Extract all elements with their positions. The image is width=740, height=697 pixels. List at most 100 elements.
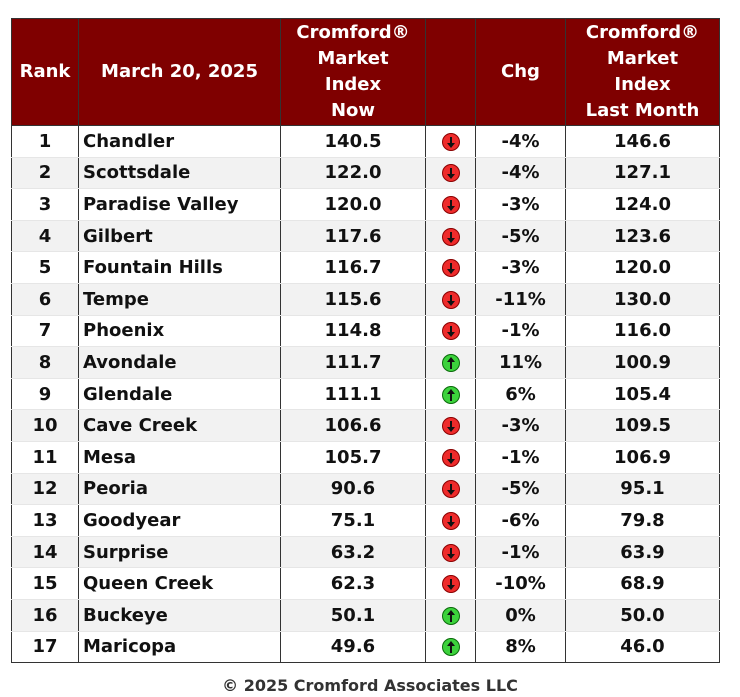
city-cell: Fountain Hills xyxy=(78,251,281,284)
index-now-cell: 63.2 xyxy=(280,536,426,569)
change-cell: -10% xyxy=(475,567,566,600)
change-cell: -3% xyxy=(475,251,566,284)
down-arrow-icon xyxy=(441,511,460,530)
rank-cell: 12 xyxy=(11,473,79,506)
index-now-cell: 105.7 xyxy=(280,441,426,474)
up-arrow-icon xyxy=(441,606,460,625)
index-last-month-cell: 120.0 xyxy=(565,251,720,284)
header-row: Rank March 20, 2025 Cromford® Market Ind… xyxy=(11,18,720,126)
table-row: 11 Mesa 105.7 -1% 106.9 xyxy=(11,441,720,474)
index-last-month-cell: 46.0 xyxy=(565,631,720,664)
rank-cell: 3 xyxy=(11,188,79,221)
rank-cell: 7 xyxy=(11,315,79,348)
table-row: 9 Glendale 111.1 6% 105.4 xyxy=(11,378,720,411)
change-cell: 6% xyxy=(475,378,566,411)
copyright-footer: © 2025 Cromford Associates LLC xyxy=(222,676,518,695)
down-arrow-icon xyxy=(441,575,460,594)
trend-cell xyxy=(425,599,476,632)
change-cell: -3% xyxy=(475,188,566,221)
city-cell: Cave Creek xyxy=(78,409,281,442)
table-row: 17 Maricopa 49.6 8% 46.0 xyxy=(11,631,720,664)
index-last-month-cell: 124.0 xyxy=(565,188,720,221)
index-now-cell: 140.5 xyxy=(280,125,426,158)
header-index-now-line: Cromford® xyxy=(296,22,410,43)
rank-cell: 11 xyxy=(11,441,79,474)
table-row: 8 Avondale 111.7 11% 100.9 xyxy=(11,346,720,379)
city-cell: Peoria xyxy=(78,473,281,506)
city-cell: Phoenix xyxy=(78,315,281,348)
city-cell: Avondale xyxy=(78,346,281,379)
header-index-now-line: Index xyxy=(324,74,382,95)
table-row: 10 Cave Creek 106.6 -3% 109.5 xyxy=(11,409,720,442)
index-now-cell: 111.7 xyxy=(280,346,426,379)
up-arrow-icon xyxy=(441,385,460,404)
change-cell: -11% xyxy=(475,283,566,316)
down-arrow-icon xyxy=(441,322,460,341)
trend-cell xyxy=(425,251,476,284)
index-now-cell: 111.1 xyxy=(280,378,426,411)
city-cell: Chandler xyxy=(78,125,281,158)
down-arrow-icon xyxy=(441,132,460,151)
trend-cell xyxy=(425,631,476,664)
index-last-month-cell: 146.6 xyxy=(565,125,720,158)
table-row: 3 Paradise Valley 120.0 -3% 124.0 xyxy=(11,188,720,221)
rank-cell: 1 xyxy=(11,125,79,158)
header-index-last-month: Cromford® Market Index Last Month xyxy=(565,18,720,126)
trend-cell xyxy=(425,315,476,348)
table-row: 13 Goodyear 75.1 -6% 79.8 xyxy=(11,504,720,537)
table-row: 1 Chandler 140.5 -4% 146.6 xyxy=(11,125,720,158)
header-trend xyxy=(425,18,476,126)
trend-cell xyxy=(425,283,476,316)
index-last-month-cell: 116.0 xyxy=(565,315,720,348)
index-now-cell: 120.0 xyxy=(280,188,426,221)
rank-cell: 9 xyxy=(11,378,79,411)
change-cell: -1% xyxy=(475,315,566,348)
trend-cell xyxy=(425,567,476,600)
header-index-now-line: Market xyxy=(317,48,389,69)
rank-cell: 5 xyxy=(11,251,79,284)
table-row: 6 Tempe 115.6 -11% 130.0 xyxy=(11,283,720,316)
change-cell: -1% xyxy=(475,536,566,569)
rank-cell: 4 xyxy=(11,220,79,253)
market-index-table: Rank March 20, 2025 Cromford® Market Ind… xyxy=(11,18,720,664)
index-last-month-cell: 123.6 xyxy=(565,220,720,253)
down-arrow-icon xyxy=(441,259,460,278)
index-last-month-cell: 63.9 xyxy=(565,536,720,569)
trend-cell xyxy=(425,188,476,221)
index-last-month-cell: 127.1 xyxy=(565,157,720,190)
header-index-last-line: Index xyxy=(614,74,671,95)
trend-cell xyxy=(425,220,476,253)
table-row: 4 Gilbert 117.6 -5% 123.6 xyxy=(11,220,720,253)
index-now-cell: 50.1 xyxy=(280,599,426,632)
city-cell: Buckeye xyxy=(78,599,281,632)
change-cell: -1% xyxy=(475,441,566,474)
table-row: 16 Buckeye 50.1 0% 50.0 xyxy=(11,599,720,632)
city-cell: Surprise xyxy=(78,536,281,569)
city-cell: Goodyear xyxy=(78,504,281,537)
header-index-last-line: Cromford® xyxy=(585,22,700,43)
city-cell: Scottsdale xyxy=(78,157,281,190)
header-chg: Chg xyxy=(475,18,566,126)
rank-cell: 13 xyxy=(11,504,79,537)
index-now-cell: 117.6 xyxy=(280,220,426,253)
index-last-month-cell: 105.4 xyxy=(565,378,720,411)
trend-cell xyxy=(425,441,476,474)
header-index-last-line: Market xyxy=(606,48,679,69)
change-cell: 8% xyxy=(475,631,566,664)
trend-cell xyxy=(425,157,476,190)
rank-cell: 16 xyxy=(11,599,79,632)
down-arrow-icon xyxy=(441,480,460,499)
index-now-cell: 115.6 xyxy=(280,283,426,316)
down-arrow-icon xyxy=(441,227,460,246)
down-arrow-icon xyxy=(441,290,460,309)
rank-cell: 14 xyxy=(11,536,79,569)
index-last-month-cell: 130.0 xyxy=(565,283,720,316)
table-row: 7 Phoenix 114.8 -1% 116.0 xyxy=(11,315,720,348)
table-row: 15 Queen Creek 62.3 -10% 68.9 xyxy=(11,567,720,600)
down-arrow-icon xyxy=(441,448,460,467)
change-cell: -5% xyxy=(475,473,566,506)
change-cell: -3% xyxy=(475,409,566,442)
index-last-month-cell: 68.9 xyxy=(565,567,720,600)
trend-cell xyxy=(425,536,476,569)
city-cell: Gilbert xyxy=(78,220,281,253)
